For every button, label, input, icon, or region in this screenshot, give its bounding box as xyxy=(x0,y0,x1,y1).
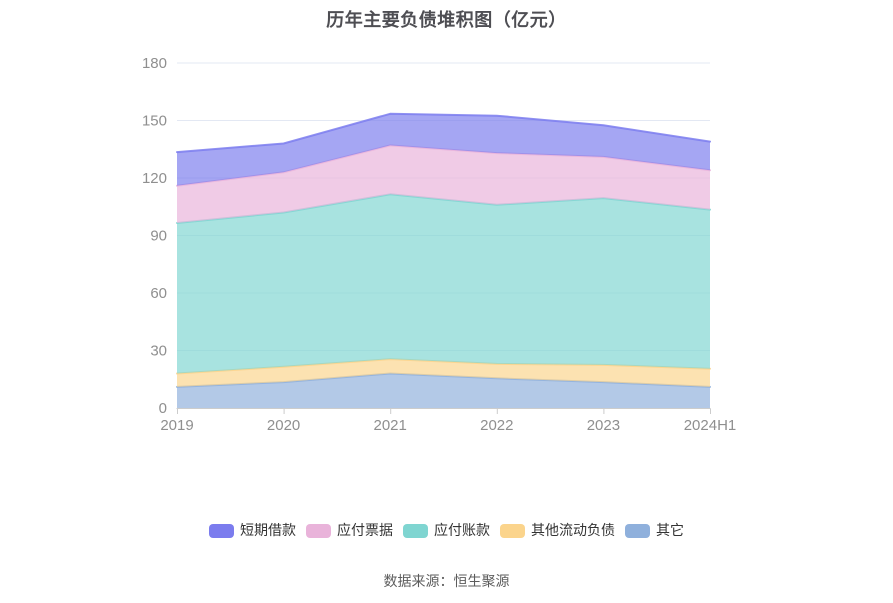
x-tick-label-2023: 2023 xyxy=(587,417,620,434)
x-tick-label-2019: 2019 xyxy=(160,417,193,434)
x-tick-label-2024H1: 2024H1 xyxy=(684,417,737,434)
y-tick-label-120: 120 xyxy=(142,170,167,187)
y-tick-label-150: 150 xyxy=(142,113,167,130)
legend-label: 短期借款 xyxy=(240,522,296,538)
area-series-1 xyxy=(177,359,710,387)
area-series-3 xyxy=(177,145,710,223)
legend: 短期借款 应付票据 应付账款 其他流动负债 其它 xyxy=(0,523,893,538)
legend-item-0[interactable]: 短期借款 xyxy=(209,523,296,538)
chart-title: 历年主要负债堆积图（亿元） xyxy=(326,10,567,30)
legend-swatch-icon xyxy=(306,523,331,538)
legend-item-4[interactable]: 其它 xyxy=(625,523,684,538)
legend-item-3[interactable]: 其他流动负债 xyxy=(500,523,615,538)
area-series-2 xyxy=(177,194,710,374)
legend-swatch-icon xyxy=(403,523,428,538)
x-tick-label-2022: 2022 xyxy=(480,417,513,434)
line-series-4 xyxy=(176,112,711,154)
legend-label: 其它 xyxy=(656,522,684,538)
y-tick-label-90: 90 xyxy=(150,228,167,245)
legend-label: 应付票据 xyxy=(337,522,393,538)
y-tick-label-60: 60 xyxy=(150,285,167,302)
stacked-area-plot: 0 30 60 90 120 150 180 2019 2020 2021 2022 2023 2024… xyxy=(142,55,737,434)
legend-swatch-icon xyxy=(209,523,234,538)
legend-swatch-icon xyxy=(500,523,525,538)
x-tick-label-2020: 2020 xyxy=(267,417,300,434)
x-tick-label-2021: 2021 xyxy=(374,417,407,434)
y-tick-label-180: 180 xyxy=(142,55,167,72)
legend-item-2[interactable]: 应付账款 xyxy=(403,523,490,538)
data-source-note: 数据来源：恒生聚源 xyxy=(383,573,510,589)
y-tick-label-30: 30 xyxy=(150,343,167,360)
area-series-4 xyxy=(177,113,710,186)
legend-label: 其他流动负债 xyxy=(531,522,615,538)
legend-swatch-icon xyxy=(625,523,650,538)
legend-label: 应付账款 xyxy=(434,522,490,538)
y-tick-label-0: 0 xyxy=(159,400,167,417)
legend-item-1[interactable]: 应付票据 xyxy=(306,523,393,538)
